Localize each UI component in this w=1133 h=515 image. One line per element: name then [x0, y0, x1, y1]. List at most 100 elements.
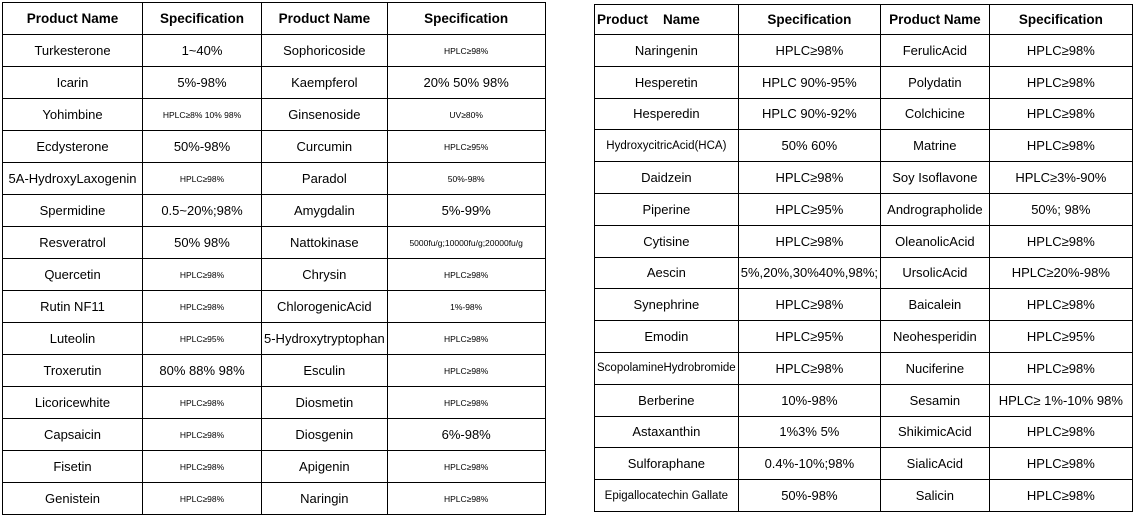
specification-cell: HPLC≥98% [737, 288, 882, 322]
product-name-cell: Spermidine [2, 194, 143, 227]
product-name-cell: ShikimicAcid [880, 415, 990, 449]
specification-cell: HPLC≥98% [142, 290, 262, 323]
specification-cell: HPLC≥98% [988, 97, 1133, 131]
specification-cell: HPLC≥95% [386, 130, 546, 163]
table-row: Aescin 5%,20%,30%40%,98%; UrsolicAcid HPLC≥… [594, 256, 1133, 290]
product-name-cell: Kaempferol [261, 66, 388, 99]
specification-cell: 50%-98% [737, 479, 882, 512]
table-row: Licoricewhite HPLC≥98% Diosmetin HPLC≥98% [2, 386, 546, 419]
specification-cell: HPLC≥95% [737, 192, 882, 226]
product-name-cell: FerulicAcid [880, 34, 990, 67]
specification-cell: 0.4%-10%;98% [737, 447, 882, 481]
header-product-name: Product Name [2, 2, 143, 35]
product-name-cell: Synephrine [594, 288, 739, 322]
specification-cell: HPLC≥8% 10% 98% [142, 98, 262, 131]
table-row: Turkesterone 1~40% Sophoricoside HPLC≥98% [2, 34, 546, 67]
specification-cell: HPLC≥98% [142, 162, 262, 195]
product-name-cell: Resveratrol [2, 226, 143, 259]
table-row: Astaxanthin 1%3% 5% ShikimicAcid HPLC≥98% [594, 415, 1133, 449]
product-name-cell: HydroxycitricAcid(HCA) [594, 129, 739, 163]
table-row: Icarin 5%-98% Kaempferol 20% 50% 98% [2, 66, 546, 99]
product-name-cell: Turkesterone [2, 34, 143, 67]
specification-cell: HPLC≥95% [737, 320, 882, 353]
table-row: Yohimbine HPLC≥8% 10% 98% Ginsenoside UV≥80… [2, 98, 546, 131]
product-name-cell: UrsolicAcid [880, 256, 990, 290]
product-name-cell: Apigenin [261, 450, 388, 483]
product-name-cell: Ecdysterone [2, 130, 143, 163]
table-row: Spermidine 0.5~20%;98% Amygdalin 5%-99% [2, 194, 546, 227]
table-row: Rutin NF11 HPLC≥98% ChlorogenicAcid 1%-98% [2, 290, 546, 323]
product-name-cell: Capsaicin [2, 418, 143, 451]
header-product-name: Product Name [261, 2, 388, 35]
product-name-cell: Troxerutin [2, 354, 143, 387]
specification-cell: HPLC≥98% [386, 322, 546, 355]
header-specification: Specification [737, 4, 882, 35]
specification-cell: HPLC≥98% [737, 161, 882, 194]
header-specification: Specification [142, 2, 262, 35]
product-name-cell: Sulforaphane [594, 447, 739, 481]
product-name-cell: Emodin [594, 320, 739, 353]
header-specification: Specification [988, 4, 1133, 35]
product-name-cell: Licoricewhite [2, 386, 143, 419]
product-name-cell: Sesamin [880, 383, 990, 417]
specification-cell: HPLC 90%-92% [737, 97, 882, 131]
specification-cell: UV≥80% [386, 98, 546, 131]
specification-cell: HPLC≥98% [386, 354, 546, 387]
table-row: 5A-HydroxyLaxogenin HPLC≥98% Paradol 50%-98… [2, 162, 546, 195]
header-specification: Specification [386, 2, 546, 35]
table-row: ScopolamineHydrobromide HPLC≥98% Nuciferin… [594, 351, 1133, 385]
table-row: Genistein HPLC≥98% Naringin HPLC≥98% [2, 482, 546, 515]
specification-cell: 0.5~20%;98% [142, 194, 262, 227]
specification-cell: HPLC≥3%-90% [988, 161, 1133, 194]
specification-cell: 10%-98% [737, 383, 882, 417]
table-row: Daidzein HPLC≥98% Soy Isoflavone HPLC≥3%-90… [594, 161, 1133, 194]
specification-cell: HPLC≥98% [142, 386, 262, 419]
specification-cell: HPLC≥98% [386, 34, 546, 67]
product-name-cell: Paradol [261, 162, 388, 195]
specification-cell: HPLC 90%-95% [737, 65, 882, 99]
product-name-cell: Ginsenoside [261, 98, 388, 131]
specification-cell: HPLC≥98% [386, 258, 546, 291]
specification-cell: 20% 50% 98% [386, 66, 546, 99]
product-name-cell: ScopolamineHydrobromide [594, 351, 739, 385]
product-name-cell: Matrine [880, 129, 990, 163]
product-name-cell: Aescin [594, 256, 739, 290]
product-name-cell: Astaxanthin [594, 415, 739, 449]
specification-cell: HPLC≥98% [737, 34, 882, 67]
specification-cell: HPLC≥98% [988, 65, 1133, 99]
product-name-cell: Piperine [594, 192, 739, 226]
specification-cell: HPLC≥98% [142, 258, 262, 291]
product-name-cell: Neohesperidin [880, 320, 990, 353]
product-name-cell: Amygdalin [261, 194, 388, 227]
specification-cell: 50%; 98% [988, 192, 1133, 226]
header-product-name: Product Name [594, 4, 739, 35]
specification-cell: HPLC≥98% [988, 34, 1133, 67]
table-row: Ecdysterone 50%-98% Curcumin HPLC≥95% [2, 130, 546, 163]
product-name-cell: Sophoricoside [261, 34, 388, 67]
specification-cell: HPLC≥20%-98% [988, 256, 1133, 290]
specification-cell: 5%-99% [386, 194, 546, 227]
header-row: Product Name Specification Product Name … [594, 4, 1133, 35]
product-name-cell: Baicalein [880, 288, 990, 322]
product-name-cell: Quercetin [2, 258, 143, 291]
product-name-cell: Epigallocatechin Gallate [594, 479, 739, 512]
product-name-cell: Nattokinase [261, 226, 388, 259]
table-row: Hesperetin HPLC 90%-95% Polydatin HPLC≥98% [594, 65, 1133, 99]
table-row: Cytisine HPLC≥98% OleanolicAcid HPLC≥98% [594, 224, 1133, 258]
product-name-cell: Polydatin [880, 65, 990, 99]
specification-cell: HPLC≥95% [988, 320, 1133, 353]
specification-cell: 50% 60% [737, 129, 882, 163]
specification-cell: HPLC≥95% [142, 322, 262, 355]
table-row: Luteolin HPLC≥95% 5-Hydroxytryptophan HPLC≥… [2, 322, 546, 355]
product-name-cell: Curcumin [261, 130, 388, 163]
specification-cell: HPLC≥98% [386, 482, 546, 515]
specification-cell: HPLC≥98% [386, 450, 546, 483]
table-row: Epigallocatechin Gallate 50%-98% Salicin HP… [594, 479, 1133, 512]
product-name-cell: Hesperedin [594, 97, 739, 131]
specification-cell: HPLC≥ 1%-10% 98% [988, 383, 1133, 417]
specification-cell: 50%-98% [142, 130, 262, 163]
product-table-left: Product Name Specification Product Name … [2, 2, 546, 515]
product-name-cell: Naringenin [594, 34, 739, 67]
table-row: Synephrine HPLC≥98% Baicalein HPLC≥98% [594, 288, 1133, 322]
table-row: Berberine 10%-98% Sesamin HPLC≥ 1%-10% 98% [594, 383, 1133, 417]
